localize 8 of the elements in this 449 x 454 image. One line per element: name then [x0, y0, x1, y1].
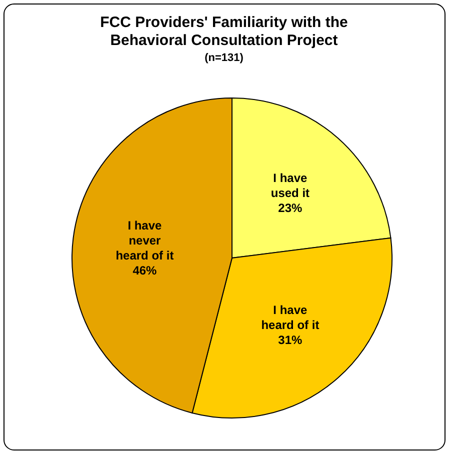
- chart-title: FCC Providers' Familiarity with the Behavioral Consultation Project: [100, 14, 348, 49]
- slice-label: I have used it: [270, 170, 310, 200]
- slice-label: I have heard of it: [261, 303, 320, 332]
- slice-label: I have never heard of it: [116, 218, 174, 262]
- data-label: 31%: [278, 333, 303, 348]
- chart-subtitle: (n=131): [204, 52, 244, 64]
- data-label: 23%: [278, 200, 303, 215]
- data-label: 46%: [132, 263, 158, 278]
